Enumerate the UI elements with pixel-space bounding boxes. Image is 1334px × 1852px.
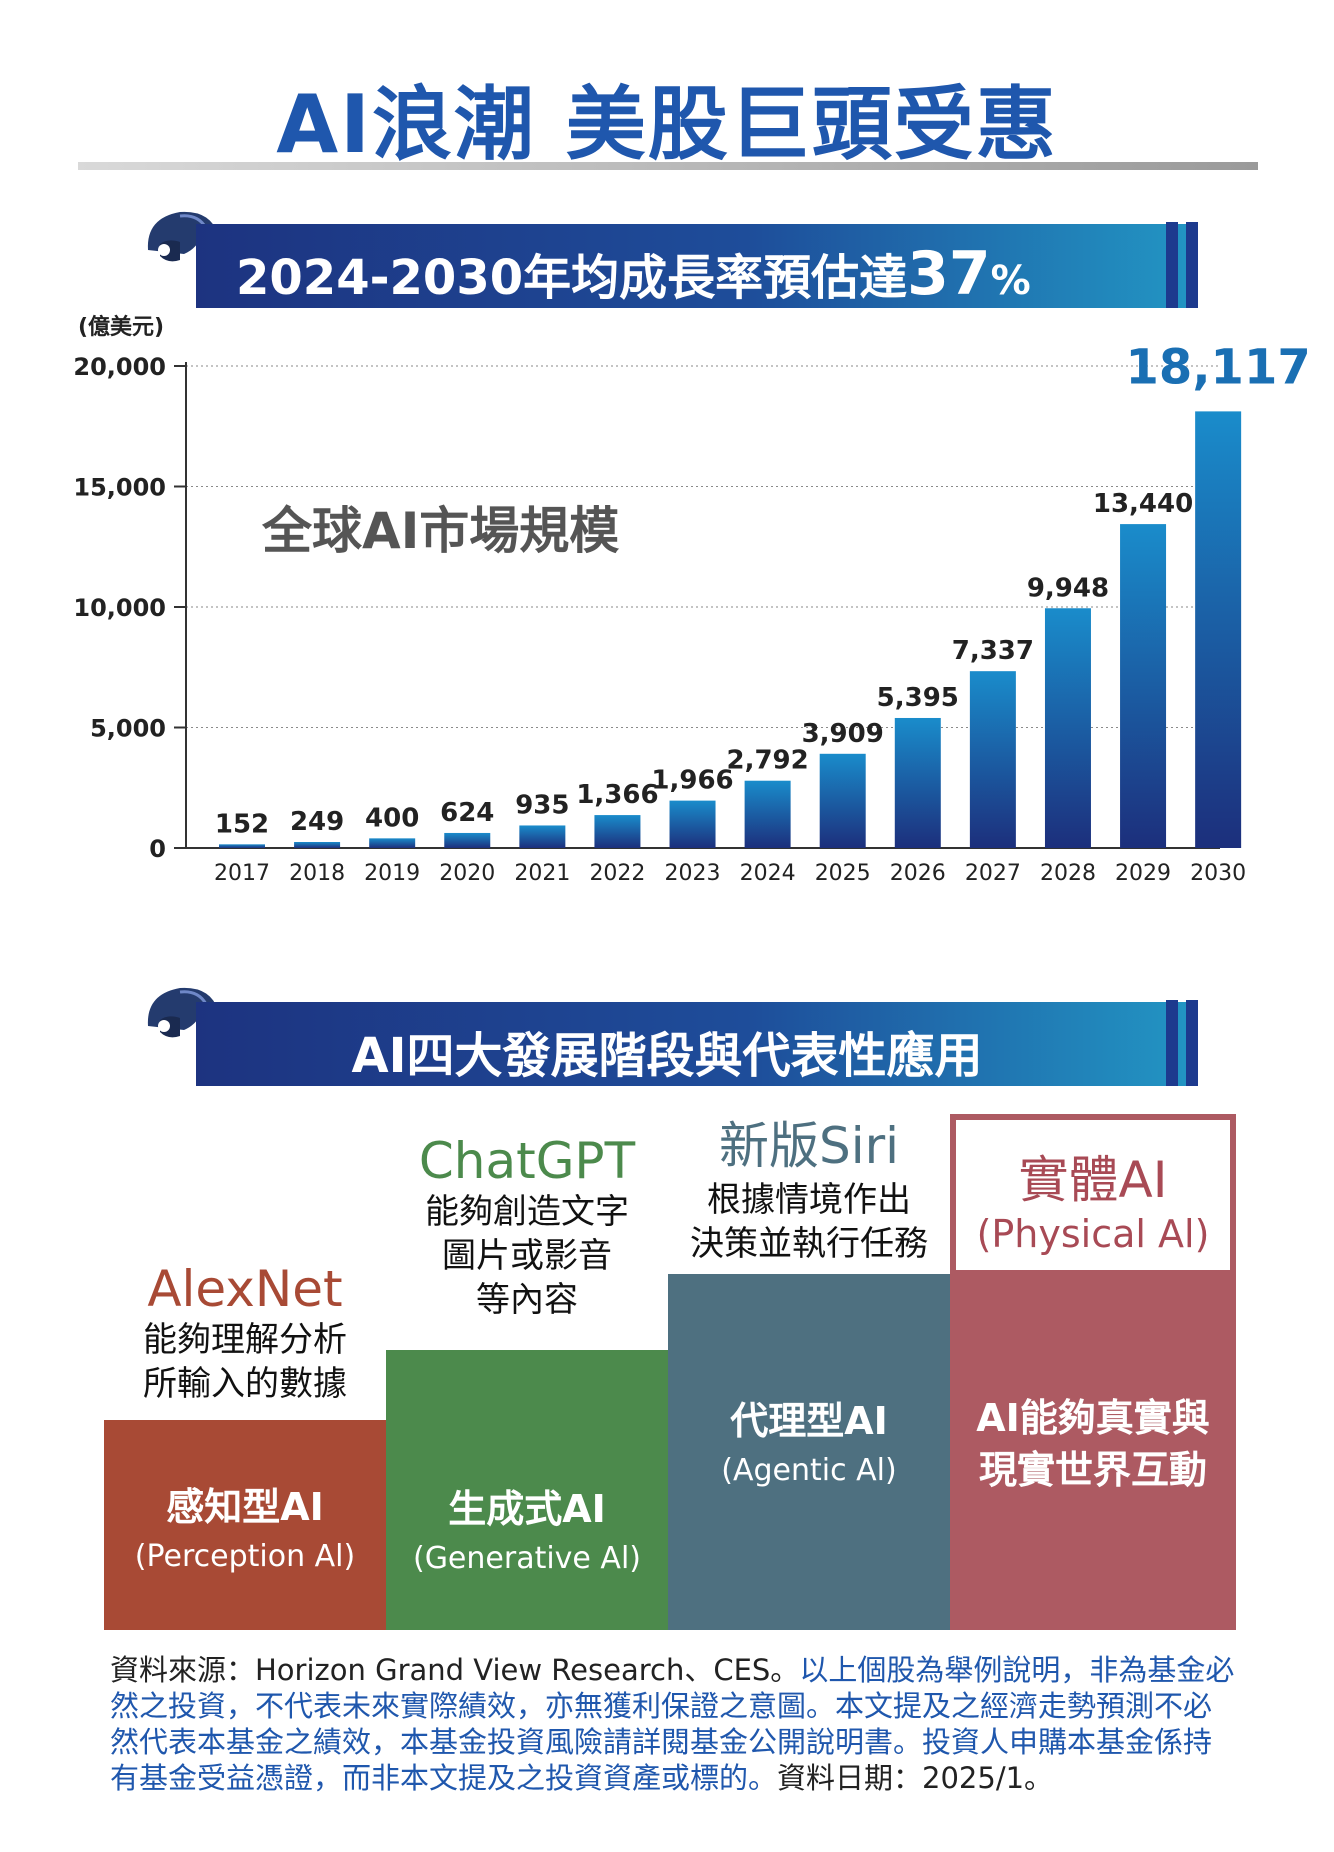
bar-2030 bbox=[1195, 411, 1242, 848]
stages-banner bbox=[196, 1002, 1198, 1086]
source-note: 資料來源：Horizon Grand View Research、CES。 bbox=[110, 1653, 800, 1687]
bar-value-label: 3,909 bbox=[802, 719, 884, 749]
growth-banner bbox=[196, 224, 1198, 308]
bar-2023 bbox=[669, 800, 716, 848]
banner-stripe bbox=[1186, 1000, 1198, 1086]
example-title: 新版Siri bbox=[718, 1117, 900, 1175]
bar-2026 bbox=[894, 717, 941, 848]
bar-2029 bbox=[1120, 524, 1167, 848]
x-tick-label: 2024 bbox=[740, 861, 796, 886]
bar-value-label: 400 bbox=[365, 803, 419, 833]
page-title: AI浪潮 美股巨頭受惠 bbox=[276, 78, 1058, 171]
helmet-icon bbox=[147, 987, 218, 1038]
stage-name: 代理型AI bbox=[730, 1399, 888, 1443]
chart-annotation: 全球AI市場規模 bbox=[261, 502, 619, 560]
bar-value-label: 7,337 bbox=[952, 636, 1034, 666]
x-tick-label: 2021 bbox=[514, 861, 570, 886]
example-desc: 決策並執行任務 bbox=[690, 1224, 928, 1264]
example-title: AlexNet bbox=[147, 1260, 343, 1318]
bar-2017 bbox=[219, 844, 265, 848]
stage-name: AI能夠真實與 bbox=[976, 1396, 1210, 1440]
x-tick-label: 2019 bbox=[364, 861, 420, 886]
x-tick-label: 2030 bbox=[1190, 861, 1246, 886]
bar-2028 bbox=[1044, 608, 1091, 848]
ai-stages: AlexNet 能夠理解分析 所輸入的數據 感知型AI (Perception … bbox=[104, 1110, 1236, 1630]
stage-name: 感知型AI bbox=[166, 1485, 324, 1529]
x-tick-label: 2017 bbox=[214, 861, 270, 886]
x-tick-label: 2023 bbox=[665, 861, 721, 886]
x-tick-label: 2020 bbox=[439, 861, 495, 886]
stages-banner-text: AI四大發展階段與代表性應用 bbox=[351, 1028, 983, 1084]
x-tick-label: 2022 bbox=[589, 861, 645, 886]
example-desc: 圖片或影音 bbox=[442, 1236, 612, 1276]
example-desc: 所輸入的數據 bbox=[143, 1364, 347, 1404]
example-frame bbox=[956, 1120, 1230, 1270]
bar-2027 bbox=[969, 671, 1016, 848]
bar-value-label: 5,395 bbox=[877, 683, 959, 713]
growth-banner-text: 2024-2030年均成長率預估達37% bbox=[236, 239, 1031, 309]
example-desc: 能夠創造文字 bbox=[425, 1192, 629, 1232]
example-desc: 根據情境作出 bbox=[707, 1180, 911, 1220]
stage-en-name: (Agentic Al) bbox=[721, 1453, 897, 1488]
stage-physical: AI能夠真實與 現實世界互動 bbox=[950, 1274, 1236, 1630]
stage-name: 現實世界互動 bbox=[978, 1448, 1207, 1492]
bar-value-label: 935 bbox=[515, 790, 569, 820]
stage-example-siri: 新版Siri 根據情境作出 決策並執行任務 bbox=[668, 1106, 950, 1266]
bar-2020 bbox=[444, 832, 491, 848]
risk-note: 以上個股為舉例說明，非為基金必然之投資，不代表未來實際績效，亦無獲利保證之意圖。… bbox=[110, 1653, 1235, 1795]
stage-generative: 生成式AI (Generative Al) bbox=[386, 1350, 668, 1630]
bar-2025 bbox=[819, 753, 866, 848]
y-unit-label: (億美元) bbox=[78, 314, 164, 340]
bar-value-label: 1,966 bbox=[651, 766, 733, 796]
example-title: ChatGPT bbox=[418, 1132, 636, 1190]
y-tick-label: 5,000 bbox=[90, 715, 166, 743]
y-tick-label: 10,000 bbox=[73, 594, 166, 622]
disclaimer: 資料來源：Horizon Grand View Research、CES。以上個… bbox=[110, 1652, 1240, 1796]
bar-value-label: 9,948 bbox=[1027, 573, 1109, 603]
x-tick-label: 2027 bbox=[965, 861, 1021, 886]
example-title: 實體AI bbox=[1018, 1151, 1168, 1209]
bar-2019 bbox=[369, 838, 416, 848]
bar-2022 bbox=[594, 815, 641, 848]
bar-2018 bbox=[294, 841, 341, 848]
x-tick-label: 2029 bbox=[1115, 861, 1171, 886]
y-tick-label: 20,000 bbox=[73, 353, 166, 381]
bar-value-label: 249 bbox=[290, 807, 344, 837]
stage-name: 生成式AI bbox=[448, 1487, 606, 1531]
bar-value-label: 18,117 bbox=[1126, 339, 1311, 395]
x-tick-label: 2025 bbox=[815, 861, 871, 886]
date-note: 資料日期：2025/1。 bbox=[777, 1761, 1054, 1795]
banner-stripe bbox=[1186, 222, 1198, 308]
banner-stripe bbox=[1166, 1000, 1178, 1086]
bar-value-label: 1,366 bbox=[576, 780, 658, 810]
stage-perception: 感知型AI (Perception Al) bbox=[104, 1420, 386, 1630]
market-size-chart: (億美元) 0 5,000 10,000 15,000 20,000 全球AI市場規模 152… bbox=[73, 314, 1311, 886]
stage-agentic: 代理型AI (Agentic Al) bbox=[668, 1274, 950, 1630]
bar-value-label: 13,440 bbox=[1093, 489, 1193, 519]
bar-value-label: 152 bbox=[215, 809, 269, 839]
example-desc: 等內容 bbox=[476, 1280, 578, 1320]
x-tick-label: 2026 bbox=[890, 861, 946, 886]
banner-stripe bbox=[1166, 222, 1178, 308]
y-tick-label: 15,000 bbox=[73, 474, 166, 502]
x-tick-label: 2018 bbox=[289, 861, 345, 886]
stage-en-name: (Perception Al) bbox=[134, 1539, 356, 1574]
stage-example-chatgpt: ChatGPT 能夠創造文字 圖片或影音 等內容 bbox=[386, 1132, 668, 1322]
y-tick-label: 0 bbox=[149, 835, 166, 863]
bar-2024 bbox=[744, 780, 791, 848]
stage-en-name: (Generative Al) bbox=[412, 1541, 641, 1576]
title-divider bbox=[78, 162, 1258, 170]
x-tick-label: 2028 bbox=[1040, 861, 1096, 886]
example-en-name: (Physical Al) bbox=[976, 1212, 1210, 1256]
bar-2021 bbox=[519, 825, 566, 848]
stage-example-alexnet: AlexNet 能夠理解分析 所輸入的數據 bbox=[104, 1260, 386, 1406]
bar-value-label: 2,792 bbox=[726, 746, 808, 776]
bar-value-label: 624 bbox=[440, 798, 494, 828]
stage-example-physical: 實體AI (Physical Al) bbox=[950, 1114, 1236, 1274]
example-desc: 能夠理解分析 bbox=[143, 1320, 347, 1360]
